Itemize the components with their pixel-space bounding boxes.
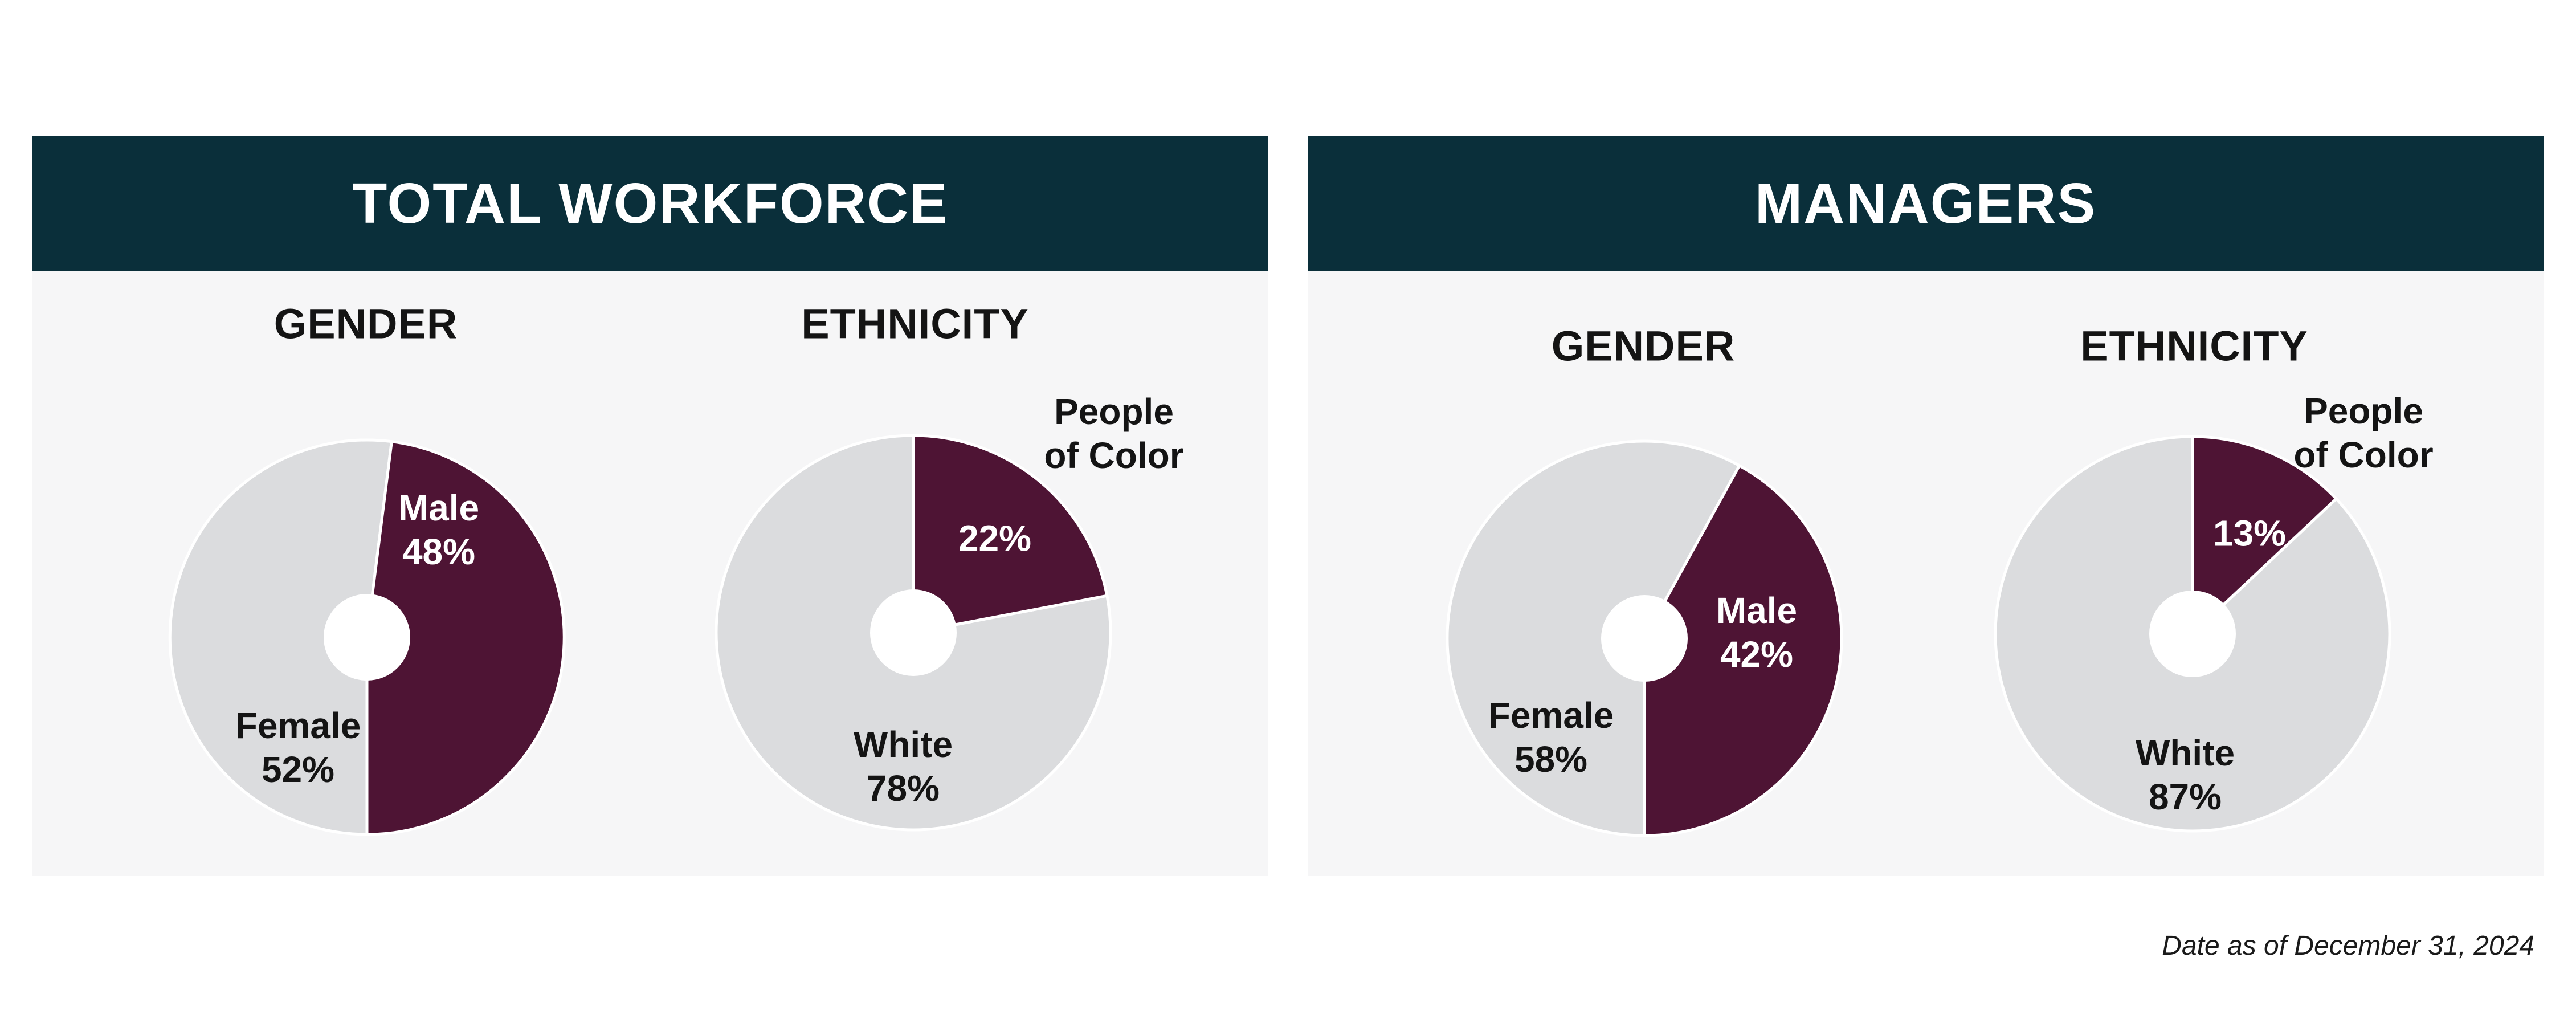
slice-male: [1643, 464, 1843, 837]
slice-label-pct: 22%: [958, 518, 1032, 559]
slice-female: [1446, 439, 1741, 837]
slice-label-text: Male: [1716, 590, 1798, 632]
slice-label-managers-white: White 87%: [2136, 731, 2235, 819]
slice-male: [365, 440, 566, 836]
slice-label-pct: 42%: [1720, 634, 1794, 675]
slice-female: [168, 438, 393, 836]
donut-total-workforce-ethnicity: [714, 433, 1113, 832]
donut-chart-workforce-gender: [168, 438, 566, 836]
slice-white: [715, 434, 1112, 832]
slice-label-managers-male: Male 42%: [1716, 589, 1797, 677]
donut-managers-gender: [1445, 439, 1844, 838]
slice-label-text-line2: of Color: [1044, 435, 1184, 476]
slice-people-of-color: [912, 434, 1109, 634]
section-label-managers-ethnicity: ETHNICITY: [2080, 322, 2308, 370]
donut-chart-managers-gender: [1446, 439, 1843, 837]
slice-label-pct: 58%: [1514, 739, 1588, 780]
section-label-workforce-gender: GENDER: [273, 300, 458, 348]
slice-label-text: Female: [1488, 695, 1614, 736]
slice-label-pct: 48%: [402, 531, 476, 572]
date-footnote: Date as of December 31, 2024: [2162, 931, 2534, 961]
panel-header-managers: MANAGERS: [1308, 136, 2544, 271]
slice-label-text: Female: [235, 705, 361, 747]
section-label-workforce-ethnicity: ETHNICITY: [801, 300, 1029, 348]
donut-hole: [2149, 591, 2236, 677]
slice-label-workforce-people-of-color: People of Color: [1044, 390, 1183, 478]
slice-label-text-line1: People: [2304, 390, 2423, 432]
donut-hole: [324, 594, 410, 681]
donut-chart-workforce-ethnicity: [715, 434, 1112, 832]
panel-title-managers: MANAGERS: [1754, 172, 2097, 235]
slice-label-managers-poc-pct: 13%: [2213, 512, 2286, 556]
slice-people-of-color: [2191, 435, 2338, 636]
panel-title-total-workforce: TOTAL WORKFORCE: [352, 172, 949, 235]
slice-label-workforce-white: White 78%: [854, 723, 953, 811]
slice-label-text: White: [2135, 732, 2235, 774]
slice-label-text: Male: [398, 487, 480, 529]
section-label-managers-gender: GENDER: [1551, 322, 1736, 370]
donut-hole: [1601, 595, 1688, 682]
slice-label-pct: 78%: [866, 768, 940, 809]
donut-managers-ethnicity: [1993, 434, 2392, 833]
slice-label-pct: 52%: [261, 749, 335, 790]
slice-label-managers-people-of-color: People of Color: [2293, 389, 2433, 477]
slice-label-text-line1: People: [1054, 391, 1174, 433]
slice-label-workforce-female: Female 52%: [235, 704, 361, 792]
slice-label-workforce-male: Male 48%: [398, 486, 479, 574]
slice-label-pct: 13%: [2212, 512, 2287, 554]
slice-label-pct: 87%: [2148, 776, 2222, 817]
donut-total-workforce-gender: [168, 438, 566, 837]
slice-label-managers-female: Female 58%: [1488, 694, 1614, 781]
slice-label-text-line2: of Color: [2293, 434, 2434, 475]
panel-header-total-workforce: TOTAL WORKFORCE: [32, 136, 1268, 271]
donut-chart-managers-ethnicity: [1994, 435, 2391, 833]
donut-hole: [870, 589, 957, 676]
slice-label-workforce-poc-pct: 22%: [958, 517, 1031, 561]
slice-label-text: White: [853, 724, 953, 765]
